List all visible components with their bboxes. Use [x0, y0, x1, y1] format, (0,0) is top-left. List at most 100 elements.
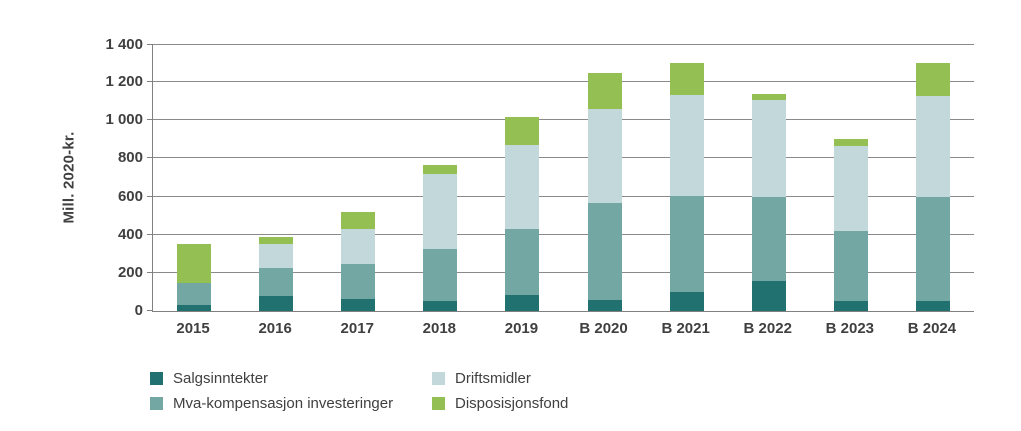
x-tick-label: 2019 [504, 320, 539, 337]
legend-label: Driftsmidler [455, 370, 531, 387]
bar-segment-salgsinntekter [833, 301, 868, 311]
y-axis-title-text: Mill. 2020-kr. [60, 131, 78, 224]
legend-item: Driftsmidler [432, 366, 714, 391]
bar-segment-salgsinntekter [587, 299, 622, 311]
y-gridline [153, 81, 974, 82]
bar-slot [810, 44, 892, 311]
bar [751, 93, 786, 311]
bar-segment-disposisjonsfond [587, 72, 622, 109]
bar-segment-disposisjonsfond [505, 116, 540, 146]
y-gridline [153, 272, 974, 273]
bar-segment-mva-kompensasjon [833, 230, 868, 302]
x-tick-label: B 2023 [825, 320, 875, 337]
bar-segment-mva-kompensasjon [177, 283, 212, 306]
bar-segment-salgsinntekter [669, 291, 704, 311]
bar [587, 72, 622, 311]
bar-segment-driftsmidler [587, 108, 622, 204]
legend-swatch-icon [150, 397, 163, 410]
bar-segment-driftsmidler [669, 94, 704, 196]
bar [505, 116, 540, 311]
legend: Salgsinntekter Mva-kompensasjon investeri… [150, 366, 714, 416]
y-tick-label: 1 000 [105, 111, 143, 128]
y-tick-label: 1 200 [105, 73, 143, 90]
y-tick [147, 234, 153, 235]
x-tick-label: 2017 [340, 320, 374, 337]
legend-label: Mva-kompensasjon investeringer [173, 395, 394, 412]
bar-slot [564, 44, 646, 311]
bar-segment-salgsinntekter [751, 280, 786, 311]
y-tick [147, 272, 153, 273]
y-tick-label: 0 [134, 302, 143, 319]
bar-segment-salgsinntekter [341, 298, 376, 311]
y-tick [147, 81, 153, 82]
x-tick-label: B 2024 [907, 320, 957, 337]
legend-label: Disposisjonsfond [455, 395, 569, 412]
bar-slot [481, 44, 563, 311]
bar-segment-disposisjonsfond [341, 211, 376, 229]
bar-segment-driftsmidler [915, 95, 950, 197]
bar-slot [892, 44, 974, 311]
y-gridline [153, 44, 974, 45]
bar-segment-mva-kompensasjon [505, 229, 540, 295]
bar-segment-driftsmidler [341, 229, 376, 265]
legend-item: Mva-kompensasjon investeringer [150, 391, 432, 416]
y-tick-label: 1 400 [105, 36, 143, 53]
x-axis-labels: 2015 2016 2017 2018 2019 B 2020 B 2021 B 2022 B … [152, 320, 973, 340]
bar-segment-mva-kompensasjon [915, 196, 950, 302]
bar [833, 139, 868, 311]
y-tick [147, 196, 153, 197]
bar-segment-salgsinntekter [423, 300, 458, 311]
x-tick-label: B 2022 [743, 320, 792, 337]
y-tick [147, 119, 153, 120]
bar-segment-disposisjonsfond [751, 93, 786, 101]
legend-swatch-icon [150, 372, 163, 385]
x-tick-label: B 2020 [579, 320, 628, 337]
y-tick [147, 157, 153, 158]
bar [177, 244, 212, 311]
bar-segment-mva-kompensasjon [259, 268, 294, 296]
bar-segment-salgsinntekter [915, 301, 950, 311]
legend-swatch-icon [432, 397, 445, 410]
bar-segment-disposisjonsfond [833, 139, 868, 147]
y-tick-label: 600 [117, 188, 143, 205]
bar-segment-mva-kompensasjon [751, 196, 786, 281]
legend-label: Salgsinntekter [173, 370, 269, 387]
bar-segment-salgsinntekter [177, 305, 212, 311]
bar-slot [728, 44, 810, 311]
x-tick-label: B 2021 [661, 320, 710, 337]
x-tick-label: 2015 [176, 320, 210, 337]
bar [669, 63, 704, 311]
y-tick-label: 800 [117, 149, 143, 166]
legend-item: Disposisjonsfond [432, 391, 714, 416]
bar-segment-driftsmidler [423, 173, 458, 250]
bar-segment-driftsmidler [833, 146, 868, 231]
x-tick-label: 2016 [258, 320, 292, 337]
bar-segment-disposisjonsfond [669, 63, 704, 95]
bar-slot [153, 44, 235, 311]
bar [341, 211, 376, 311]
y-tick [147, 310, 153, 311]
bar [915, 63, 950, 311]
y-axis-title: Mill. 2020-kr. [52, 44, 86, 311]
bar [259, 236, 294, 311]
y-gridline [153, 234, 974, 235]
bar-segment-disposisjonsfond [423, 165, 458, 174]
y-gridline [153, 196, 974, 197]
bar-slot [399, 44, 481, 311]
bar-segment-mva-kompensasjon [587, 203, 622, 300]
y-tick-label: 200 [117, 264, 143, 281]
bar-segment-salgsinntekter [259, 295, 294, 311]
bar-segment-salgsinntekter [505, 294, 540, 311]
bar-segment-disposisjonsfond [259, 236, 294, 245]
plot-area: 0 200 400 600 800 1 000 1 200 1 400 [105, 36, 974, 319]
bar-segment-mva-kompensasjon [341, 264, 376, 299]
bar [423, 165, 458, 311]
bar-slot [317, 44, 399, 311]
bar-segment-driftsmidler [505, 145, 540, 230]
bar-slot [235, 44, 317, 311]
y-gridline [153, 119, 974, 120]
y-tick [147, 44, 153, 45]
legend-item: Salgsinntekter [150, 366, 432, 391]
bar-segment-mva-kompensasjon [423, 249, 458, 301]
